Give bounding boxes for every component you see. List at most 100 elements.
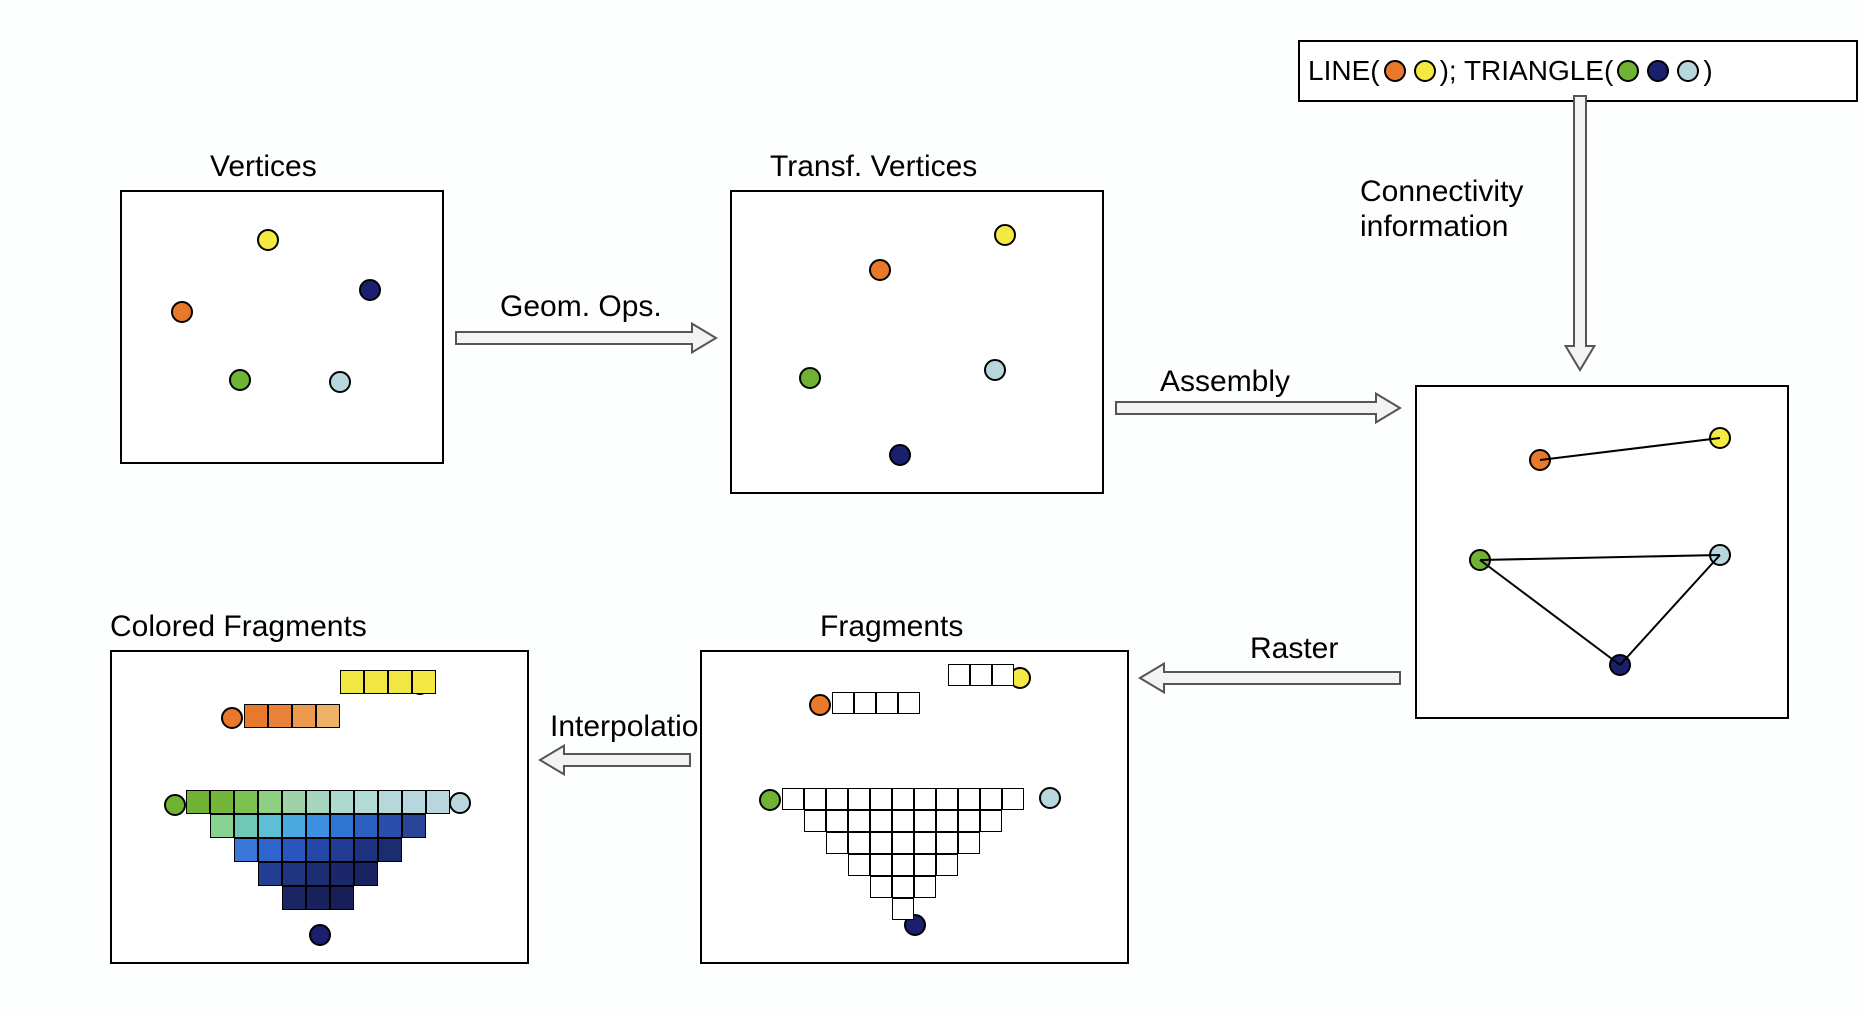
fragment-cell bbox=[898, 692, 920, 714]
fragment-cell bbox=[892, 876, 914, 898]
fragment-cell bbox=[210, 814, 234, 838]
vertex-dot bbox=[229, 369, 251, 391]
orange-dot-icon bbox=[1384, 60, 1406, 82]
fragment-cell bbox=[340, 670, 364, 694]
fragment-cell bbox=[306, 790, 330, 814]
fragment-cell bbox=[282, 838, 306, 862]
fragment-cell bbox=[892, 832, 914, 854]
vertex-dot bbox=[1039, 787, 1061, 809]
fragment-cell bbox=[258, 838, 282, 862]
fragment-cell bbox=[268, 704, 292, 728]
fragment-cell bbox=[958, 810, 980, 832]
vertex-dot bbox=[164, 794, 186, 816]
label-geom-ops: Geom. Ops. bbox=[500, 290, 662, 324]
yellow-dot-icon bbox=[1414, 60, 1436, 82]
fragment-cell bbox=[282, 790, 306, 814]
fragment-cell bbox=[870, 832, 892, 854]
fragment-cell bbox=[186, 790, 210, 814]
vertex-dot bbox=[309, 924, 331, 946]
vertex-dot bbox=[171, 301, 193, 323]
fragment-cell bbox=[914, 810, 936, 832]
box-transf-vertices bbox=[730, 190, 1104, 494]
fragment-cell bbox=[782, 788, 804, 810]
fragment-cell bbox=[210, 790, 234, 814]
vertex-dot bbox=[809, 694, 831, 716]
fragment-cell bbox=[306, 814, 330, 838]
fragment-cell bbox=[936, 832, 958, 854]
fragment-cell bbox=[936, 810, 958, 832]
fragment-cell bbox=[958, 832, 980, 854]
vertex-dot bbox=[799, 367, 821, 389]
fragment-cell bbox=[402, 790, 426, 814]
fragment-cell bbox=[914, 854, 936, 876]
fragment-cell bbox=[234, 838, 258, 862]
fragment-cell bbox=[870, 810, 892, 832]
fragment-cell bbox=[980, 810, 1002, 832]
fragment-cell bbox=[854, 692, 876, 714]
fragment-cell bbox=[936, 854, 958, 876]
fragment-cell bbox=[388, 670, 412, 694]
fragment-cell bbox=[848, 854, 870, 876]
label-fragments: Fragments bbox=[820, 610, 963, 644]
vertex-dot bbox=[1709, 427, 1731, 449]
fragment-cell bbox=[412, 670, 436, 694]
vertex-dot bbox=[869, 259, 891, 281]
fragment-cell bbox=[354, 862, 378, 886]
fragment-cell bbox=[234, 790, 258, 814]
fragment-cell bbox=[832, 692, 854, 714]
fragment-cell bbox=[330, 790, 354, 814]
vertex-dot bbox=[1529, 449, 1551, 471]
fragment-cell bbox=[330, 814, 354, 838]
fragment-cell bbox=[914, 876, 936, 898]
fragment-cell bbox=[870, 876, 892, 898]
vertex-dot bbox=[889, 444, 911, 466]
label-connectivity: Connectivity information bbox=[1360, 175, 1560, 244]
fragment-cell bbox=[892, 810, 914, 832]
vertex-dot bbox=[1709, 544, 1731, 566]
fragment-cell bbox=[244, 704, 268, 728]
fragment-cell bbox=[378, 790, 402, 814]
vertex-dot bbox=[994, 224, 1016, 246]
fragment-cell bbox=[330, 886, 354, 910]
fragment-cell bbox=[426, 790, 450, 814]
label-raster: Raster bbox=[1250, 632, 1338, 666]
vertex-dot bbox=[221, 707, 243, 729]
fragment-cell bbox=[378, 814, 402, 838]
fragment-cell bbox=[914, 832, 936, 854]
label-interpolation: Interpolation bbox=[550, 710, 715, 744]
green-dot-icon bbox=[1617, 60, 1639, 82]
fragment-cell bbox=[378, 838, 402, 862]
fragment-cell bbox=[292, 704, 316, 728]
fragment-cell bbox=[354, 790, 378, 814]
fragment-cell bbox=[234, 814, 258, 838]
label-colored-fragments: Colored Fragments bbox=[110, 610, 367, 644]
vertex-dot bbox=[257, 229, 279, 251]
vertex-dot bbox=[329, 371, 351, 393]
legend-box: LINE(); TRIANGLE() bbox=[1298, 40, 1858, 102]
fragment-cell bbox=[804, 810, 826, 832]
fragment-cell bbox=[282, 814, 306, 838]
navy-dot-icon bbox=[1647, 60, 1669, 82]
label-assembly: Assembly bbox=[1160, 365, 1290, 399]
fragment-cell bbox=[970, 664, 992, 686]
fragment-cell bbox=[258, 814, 282, 838]
fragment-cell bbox=[914, 788, 936, 810]
fragment-cell bbox=[980, 788, 1002, 810]
fragment-cell bbox=[804, 788, 826, 810]
fragment-cell bbox=[826, 832, 848, 854]
fragment-cell bbox=[992, 664, 1014, 686]
fragment-cell bbox=[848, 810, 870, 832]
fragment-cell bbox=[354, 838, 378, 862]
fragment-cell bbox=[306, 886, 330, 910]
fragment-cell bbox=[306, 862, 330, 886]
fragment-cell bbox=[958, 788, 980, 810]
vertex-dot bbox=[759, 789, 781, 811]
fragment-cell bbox=[306, 838, 330, 862]
fragment-cell bbox=[330, 862, 354, 886]
fragment-cell bbox=[258, 862, 282, 886]
fragment-cell bbox=[354, 814, 378, 838]
fragment-cell bbox=[936, 788, 958, 810]
fragment-cell bbox=[330, 838, 354, 862]
fragment-cell bbox=[258, 790, 282, 814]
vertex-dot bbox=[359, 279, 381, 301]
